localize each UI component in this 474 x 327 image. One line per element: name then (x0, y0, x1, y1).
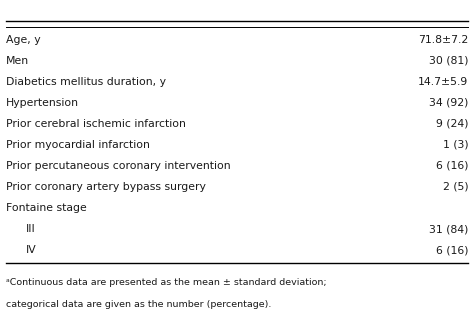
Text: Prior myocardial infarction: Prior myocardial infarction (6, 140, 150, 150)
Text: Hypertension: Hypertension (6, 98, 79, 108)
Text: ᵃContinuous data are presented as the mean ± standard deviation;: ᵃContinuous data are presented as the me… (6, 278, 326, 287)
Text: Age, y: Age, y (6, 35, 40, 45)
Text: 6 (16): 6 (16) (436, 245, 468, 255)
Text: 31 (84): 31 (84) (429, 224, 468, 234)
Text: Prior coronary artery bypass surgery: Prior coronary artery bypass surgery (6, 182, 206, 192)
Text: III: III (26, 224, 36, 234)
Text: 9 (24): 9 (24) (436, 119, 468, 129)
Text: Men: Men (6, 56, 29, 66)
Text: Prior percutaneous coronary intervention: Prior percutaneous coronary intervention (6, 161, 230, 171)
Text: Prior cerebral ischemic infarction: Prior cerebral ischemic infarction (6, 119, 185, 129)
Text: 30 (81): 30 (81) (429, 56, 468, 66)
Text: 71.8±7.2: 71.8±7.2 (418, 35, 468, 45)
Text: 2 (5): 2 (5) (443, 182, 468, 192)
Text: 1 (3): 1 (3) (443, 140, 468, 150)
Text: IV: IV (26, 245, 37, 255)
Text: categorical data are given as the number (percentage).: categorical data are given as the number… (6, 300, 271, 309)
Text: Diabetics mellitus duration, y: Diabetics mellitus duration, y (6, 77, 166, 87)
Text: 14.7±5.9: 14.7±5.9 (418, 77, 468, 87)
Text: Fontaine stage: Fontaine stage (6, 203, 86, 213)
Text: 6 (16): 6 (16) (436, 161, 468, 171)
Text: 34 (92): 34 (92) (429, 98, 468, 108)
